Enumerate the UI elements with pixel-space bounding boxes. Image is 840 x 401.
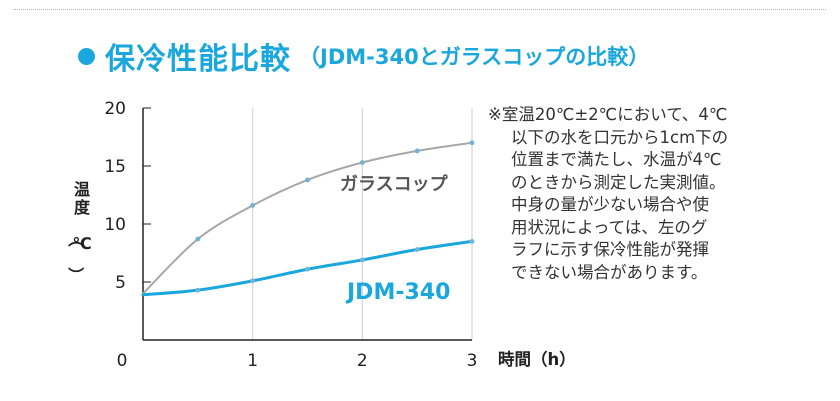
data-point [469,239,475,244]
data-point [250,278,256,284]
chart-labels: 温度（℃） 時間（h） ガラスコップ JDM-340 0 1 2 3 5 10 15 20 [66,99,576,371]
measurement-note: ※室温20℃±2℃において、4℃ 以下の水を口元から1cm下の 位置まで満たし、… [488,104,778,284]
note-line: できない場合があります。 [511,262,708,282]
note-line: 用状況によっては、左のグ [511,217,708,237]
note-line: 位置まで満たし、水温が4℃ [511,150,722,169]
note-line: ※室温20℃±2℃において、4℃ [488,105,728,124]
chart-axes [142,108,472,341]
series-label: JDM-340 [345,280,450,305]
chart-grid [143,107,473,340]
x-tick-label: 2 [357,351,368,371]
top-divider [14,9,826,10]
chart-series [141,140,475,297]
title-subtitle: （JDM-340とガラスコップの比較） [299,45,650,69]
data-point [414,148,420,154]
title-bullet-icon [78,47,95,65]
data-point [414,247,420,252]
data-point [195,236,201,242]
y-axis-label: 温度（℃） [66,180,92,283]
y-tick-label: 15 [104,157,126,177]
series-label: ガラスコップ [340,173,449,195]
data-point [195,287,201,293]
y-tick-label: 20 [104,99,126,119]
title-main: 保冷性能比較 [105,42,291,77]
note-line: のときから測定した実測値。 [511,172,726,192]
data-point [359,160,365,165]
data-point [305,177,310,183]
x-axis-label: 時間（h） [498,349,576,369]
data-point [359,257,365,263]
data-point [250,203,256,208]
data-point [305,266,310,272]
y-tick-label: 5 [115,273,126,293]
page-title: 保冷性能比較 （JDM-340とガラスコップの比較） [78,34,649,78]
note-line: 以下の水を口元から1cm下の [511,127,729,147]
x-tick-label: 1 [247,351,258,371]
note-line: 中身の量が少ない場合や使 [511,195,709,214]
x-tick-label: 3 [467,351,478,371]
y-tick-label: 10 [104,215,126,235]
data-point [469,140,475,146]
x-tick-label: 0 [117,351,128,371]
note-line: ラフに示す保冷性能が発揮 [511,240,709,259]
